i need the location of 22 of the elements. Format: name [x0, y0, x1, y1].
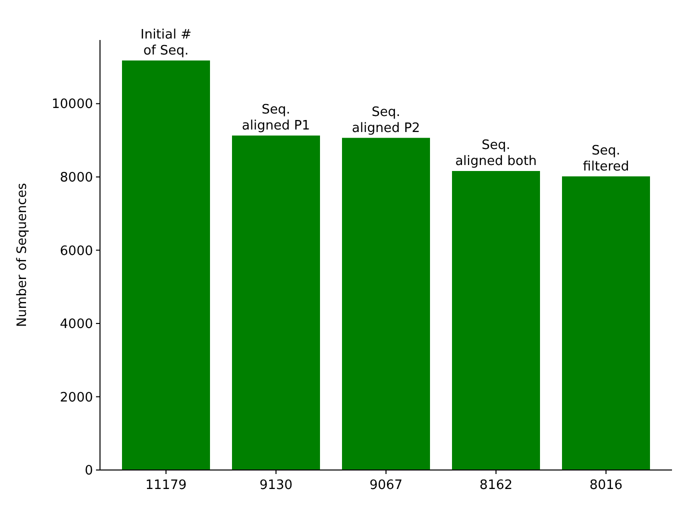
bar: [122, 60, 210, 470]
bar: [562, 176, 650, 470]
y-tick-label: 10000: [52, 97, 93, 112]
y-tick-label: 0: [84, 464, 93, 479]
bar: [232, 136, 320, 470]
x-tick-label: 9130: [259, 478, 293, 493]
annotation: Seq. aligned both: [455, 138, 537, 169]
annotation: Seq. filtered: [582, 143, 630, 174]
x-tick-label: 8162: [479, 478, 513, 493]
x-tick-label: 8016: [589, 478, 623, 493]
y-tick-label: 4000: [60, 317, 93, 332]
y-axis-title: Number of Sequences: [15, 182, 30, 327]
bar: [452, 171, 540, 470]
y-tick-label: 6000: [60, 244, 93, 259]
annotation: Seq. aligned P2: [352, 104, 420, 136]
y-tick-label: 8000: [60, 170, 93, 186]
x-tick-label: 11179: [145, 478, 187, 493]
annotation: Initial # of Seq.: [140, 27, 192, 58]
x-tick-label: 9067: [369, 478, 403, 493]
y-tick-label: 2000: [60, 390, 93, 406]
annotation: Seq. aligned P1: [242, 102, 310, 134]
bar: [342, 138, 430, 470]
